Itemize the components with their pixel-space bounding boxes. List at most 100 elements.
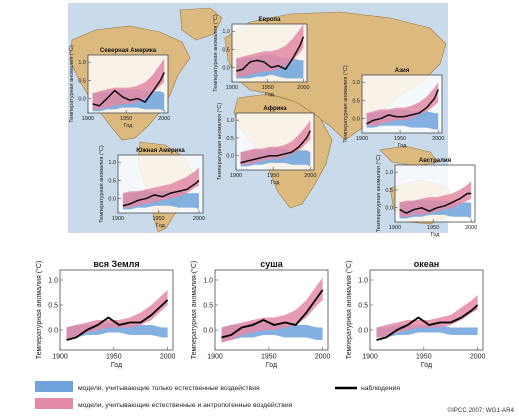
x-axis-label: Год xyxy=(398,143,408,149)
x-tick-label: 1950 xyxy=(416,354,432,361)
observed-line xyxy=(240,130,311,164)
y-tick-label: 0.5 xyxy=(385,188,393,194)
panel-title-океан: океан xyxy=(414,259,439,269)
combined-forcing-band xyxy=(366,82,439,126)
y-tick-label: 1.0 xyxy=(108,160,116,166)
observed-line xyxy=(122,179,200,207)
y-axis-label: Температурная аномалия (°C) xyxy=(343,65,349,143)
x-tick-label: 2000 xyxy=(315,354,331,361)
panel-1: 0.0 0.5 1.0 1900 1950 2000 Год Температурная ан… xyxy=(213,14,310,98)
plot-frame xyxy=(59,269,174,351)
y-axis-label: Температурная аномалия (°C) xyxy=(213,14,219,92)
observed-line xyxy=(366,89,439,125)
copyright-credit: ©IPCC 2007: WG1-AR4 xyxy=(448,407,515,414)
y-axis-label: Температурная аномалия (°C) xyxy=(99,145,105,223)
x-tick-label: 1950 xyxy=(106,354,122,361)
y-tick-label: 1.0 xyxy=(226,118,234,124)
plot-frame xyxy=(214,269,329,351)
y-tick-label: 1.0 xyxy=(203,277,213,284)
y-axis-label: Температурная аномалия (°C) xyxy=(217,103,223,181)
plot-frame xyxy=(394,164,476,223)
panel-8: 0.0 0.5 1.0 1900 1950 2000 Год Температурная ан… xyxy=(345,259,485,369)
plot-frame xyxy=(117,154,204,214)
y-tick-label: 1.0 xyxy=(78,60,86,66)
plot-frame xyxy=(235,112,315,171)
legend-combined-swatch xyxy=(35,398,73,409)
observed-line xyxy=(92,72,165,107)
combined-forcing-band xyxy=(122,167,199,208)
legend-natural-label: модели, учитывающие только естественные … xyxy=(78,384,260,392)
observed-line xyxy=(66,299,169,341)
y-tick-label: 0.5 xyxy=(48,302,58,309)
panel-0: 0.0 0.5 1.0 1900 1950 2000 Год Температурная ан… xyxy=(69,45,171,129)
x-tick-label: 1950 xyxy=(120,116,132,122)
y-tick-label: 1.0 xyxy=(222,29,230,35)
legend-natural-swatch xyxy=(35,381,73,392)
x-tick-label: 2000 xyxy=(470,354,486,361)
panel-title-суша: суша xyxy=(260,259,284,269)
x-tick-label: 1900 xyxy=(362,354,378,361)
legend-observed-label: наблюдения xyxy=(361,384,400,392)
x-tick-label: 1950 xyxy=(394,136,406,142)
y-axis-label: Температурная аномалия (°C) xyxy=(190,261,198,360)
y-tick-label: 0.5 xyxy=(78,78,86,84)
x-tick-label: 1900 xyxy=(356,136,368,142)
observed-line xyxy=(399,192,472,214)
x-tick-label: 1950 xyxy=(262,85,274,91)
plot-frame xyxy=(369,269,484,351)
panel-3: 0.0 0.5 1.0 1900 1950 2000 Год Температурная ан… xyxy=(217,103,317,186)
panel-7: 0.0 0.5 1.0 1900 1950 2000 Год Температурная ан… xyxy=(190,259,330,369)
panel-5: 0.0 0.5 1.0 1900 1950 2000 Год Температурная ан… xyxy=(376,155,478,238)
x-tick-label: 2000 xyxy=(297,85,309,91)
plot-frame xyxy=(87,54,169,114)
y-tick-label: 0.0 xyxy=(222,65,230,71)
x-axis-label: Год xyxy=(421,362,432,369)
combined-forcing-band xyxy=(399,181,472,217)
x-axis-label: Год xyxy=(156,223,166,229)
y-tick-label: 0.5 xyxy=(203,302,213,309)
indonesia-landmass xyxy=(379,145,439,167)
panel-2: 0.0 0.5 1.0 1900 1950 2000 Год Температурная ан… xyxy=(343,65,445,149)
y-tick-label: 0.0 xyxy=(203,327,213,334)
x-tick-label: 1950 xyxy=(261,354,277,361)
x-tick-label: 1900 xyxy=(112,216,124,222)
y-tick-label: 0.0 xyxy=(48,327,58,334)
x-tick-label: 1950 xyxy=(427,225,439,231)
x-tick-label: 1900 xyxy=(230,173,242,179)
panel-title-африка: Африка xyxy=(263,105,287,112)
x-tick-label: 2000 xyxy=(304,173,316,179)
x-tick-label: 1900 xyxy=(226,85,238,91)
combined-forcing-band xyxy=(240,120,311,165)
panel-title-вся-земля: вся Земля xyxy=(93,259,139,269)
panel-6: 0.0 0.5 1.0 1900 1950 2000 Год Температурная ан… xyxy=(35,259,175,369)
observed-line xyxy=(236,36,305,72)
greenland-landmass xyxy=(179,7,223,41)
x-tick-label: 2000 xyxy=(160,354,176,361)
y-tick-label: 0.5 xyxy=(108,178,116,184)
y-axis-label: Температурная аномалия (°C) xyxy=(345,261,353,360)
y-tick-label: 1.0 xyxy=(385,170,393,176)
x-tick-label: 1950 xyxy=(267,173,279,179)
x-axis-label: Год xyxy=(266,362,277,369)
y-tick-label: 0.5 xyxy=(226,136,234,142)
x-axis-label: Год xyxy=(265,92,275,98)
legend-combined-label: модели, учитывающие естественные и антро… xyxy=(78,401,293,409)
y-axis-label: Температурная аномалия (°C) xyxy=(35,261,43,360)
y-axis-label: Температурная аномалия (°C) xyxy=(69,45,75,123)
panel-4: 0.0 0.5 1.0 1900 1950 2000 Год Температурная ан… xyxy=(99,145,205,229)
x-tick-label: 2000 xyxy=(432,136,444,142)
x-axis-label: Год xyxy=(431,232,441,238)
y-tick-label: 0.5 xyxy=(358,302,368,309)
panel-title-азия: Азия xyxy=(395,68,410,74)
y-tick-label: 1.0 xyxy=(48,277,58,284)
x-tick-label: 2000 xyxy=(465,225,477,231)
y-tick-label: 0.5 xyxy=(352,98,360,104)
panel-title-северная-америка: Северная Америка xyxy=(100,48,157,54)
x-tick-label: 1950 xyxy=(152,216,164,222)
x-tick-label: 2000 xyxy=(193,216,205,222)
y-tick-label: 0.0 xyxy=(108,196,116,202)
x-tick-label: 1900 xyxy=(52,354,68,361)
combined-forcing-band xyxy=(92,58,165,110)
y-tick-label: 0.0 xyxy=(78,96,86,102)
